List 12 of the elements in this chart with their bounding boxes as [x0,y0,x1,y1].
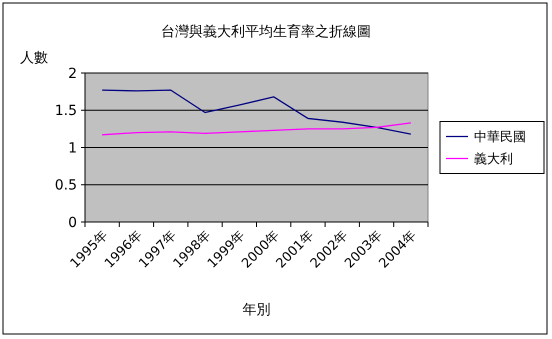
x-axis-title: 年別 [242,302,270,318]
legend-label: 中華民國 [474,130,526,146]
y-axis-title: 人數 [20,50,48,66]
legend-label: 義大利 [474,152,513,168]
y-tick-label: 0.5 [54,178,77,194]
line-series [102,89,412,135]
y-tick-label: 2 [68,66,77,82]
chart-title: 台灣與義大利平均生育率之折線圖 [161,23,371,40]
line-series [102,122,412,136]
y-tick-label: 0 [68,214,77,231]
y-tick-label: 1 [68,140,77,156]
y-tick-label: 1.5 [54,103,77,120]
